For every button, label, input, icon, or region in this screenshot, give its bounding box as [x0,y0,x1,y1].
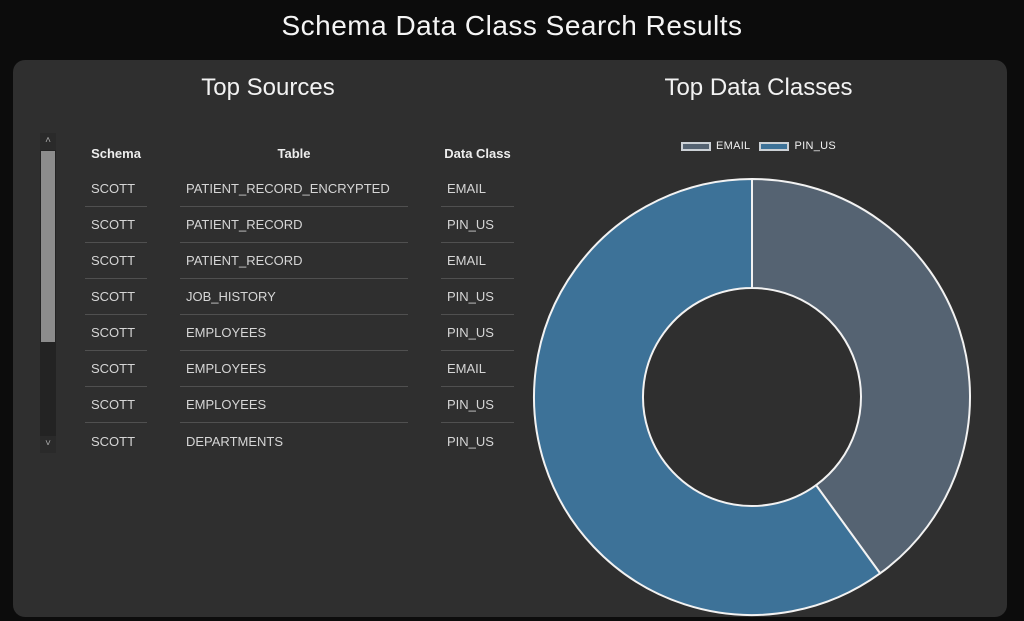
legend-item-pin_us[interactable]: PIN_US [759,140,836,152]
table-cell: PATIENT_RECORD_ENCRYPTED [180,171,408,207]
table-cell: PIN_US [441,207,514,243]
table-cell: SCOTT [85,279,147,315]
table-cell: SCOTT [85,387,147,423]
table-cell: EMAIL [441,351,514,387]
table-cell: EMPLOYEES [180,315,408,351]
table-scrollbar[interactable]: ˄ ˅ [40,133,56,453]
column-header-data-class: Data Class [444,145,511,161]
chevron-down-icon: ˅ [45,438,51,449]
table-cell: SCOTT [91,433,136,449]
legend-label: PIN_US [794,140,837,152]
table-cell: SCOTT [85,171,147,207]
top-data-classes-title: Top Data Classes [664,74,853,101]
table-cell: DEPARTMENTS [186,433,284,449]
scrollbar-down-button[interactable]: ˅ [40,436,56,453]
chevron-up-icon: ˄ [45,135,51,146]
table-cell: PATIENT_RECORD [180,207,408,243]
legend-label: EMAIL [715,140,751,152]
legend-swatch-pin_us [759,141,790,151]
table-cell: SCOTT [85,315,147,351]
table-cell: SCOTT [85,207,147,243]
results-panel: Top Sources ˄ ˅ Schema Table Data Class … [13,60,1007,617]
scrollbar-up-button[interactable]: ˄ [40,133,56,150]
legend-item-email[interactable]: EMAIL [680,140,751,152]
table-cell: PIN_US [441,387,514,423]
top-sources-title: Top Sources [201,74,335,101]
table-cell: EMPLOYEES [180,387,408,423]
scrollbar-track[interactable] [40,150,56,436]
table-cell: JOB_HISTORY [180,279,408,315]
chart-legend: EMAIL PIN_US [510,140,1007,152]
table-cell: SCOTT [85,351,147,387]
legend-swatch-email [680,141,711,151]
column-header-schema: Schema [91,145,141,161]
table-cell: EMAIL [441,171,514,207]
donut-slice-pin_us[interactable] [533,178,882,616]
table-cell: EMAIL [441,243,514,279]
table-cell: PIN_US [447,433,494,449]
sources-table: Schema Table Data Class SCOTT PATIENT_REC… [85,135,514,459]
page-title: Schema Data Class Search Results [281,10,743,41]
table-cell: PIN_US [441,315,514,351]
donut-chart [533,178,972,616]
table-cell: EMPLOYEES [180,351,408,387]
table-cell: PIN_US [441,279,514,315]
scrollbar-thumb[interactable] [41,151,55,342]
table-cell: SCOTT [85,243,147,279]
column-header-table: Table [277,145,311,161]
table-cell: PATIENT_RECORD [180,243,408,279]
donut-slice-email[interactable] [751,178,972,575]
